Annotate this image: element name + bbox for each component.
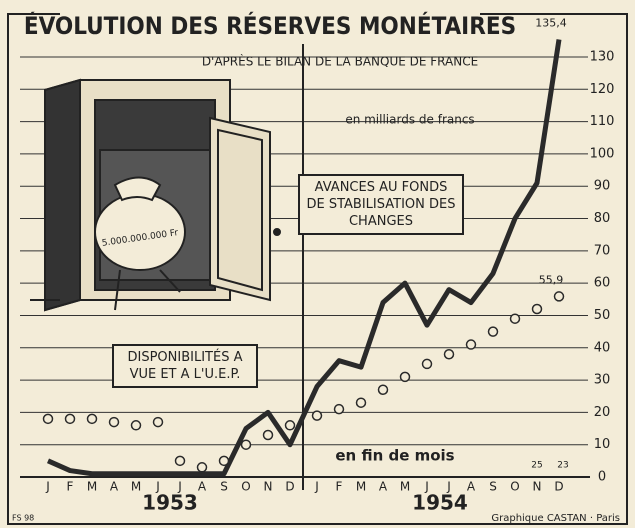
x-tick-label: A: [379, 480, 388, 494]
x-tick-label: D: [285, 480, 294, 494]
y-tick-label: 100: [590, 146, 615, 161]
series-point: [154, 418, 163, 427]
legend-entry: DISPONIBILITÉS A VUE ET A L'U.E.P.: [112, 344, 258, 388]
x-tick-label: J: [446, 480, 451, 494]
annotation: 23: [557, 461, 568, 471]
annotation: 25: [531, 461, 542, 471]
y-tick-label: 110: [590, 114, 615, 129]
x-tick-label: O: [241, 480, 250, 494]
series-point: [313, 411, 322, 420]
series-point: [44, 414, 53, 423]
y-tick-label: 130: [590, 50, 615, 65]
series-point: [66, 414, 75, 423]
value-label: 55,9: [539, 273, 564, 286]
footer-right: Graphique CASTAN · Paris: [491, 513, 620, 524]
y-tick-label: 80: [594, 211, 611, 226]
y-tick-label: 90: [594, 179, 611, 194]
x-tick-label: M: [87, 480, 97, 494]
chart: 5.000.000.000 Fr ÉVOLUTION DES RÉSERVES …: [0, 0, 635, 528]
x-tick-label: J: [424, 480, 429, 494]
x-tick-label: A: [467, 480, 476, 494]
series-point: [357, 398, 366, 407]
series-point: [467, 340, 476, 349]
value-label: 135,4: [535, 17, 567, 30]
page: 5.000.000.000 Fr ÉVOLUTION DES RÉSERVES …: [0, 0, 635, 528]
x-tick-label: M: [131, 480, 141, 494]
x-tick-label: N: [264, 480, 273, 494]
series-point: [198, 463, 207, 472]
y-tick-label: 10: [594, 437, 611, 452]
x-tick-label: A: [110, 480, 119, 494]
y-tick-label: 0: [598, 470, 606, 485]
series-point: [286, 421, 295, 430]
x-tick-label: F: [67, 480, 74, 494]
series-point: [401, 372, 410, 381]
y-tick-label: 20: [594, 405, 611, 420]
series-point: [110, 418, 119, 427]
chart-title: ÉVOLUTION DES RÉSERVES MONÉTAIRES: [24, 11, 516, 40]
series-point: [489, 327, 498, 336]
legend-entry: AVANCES AU FONDS DE STABILISATION DES CH…: [298, 174, 464, 235]
x-tick-label: J: [45, 480, 50, 494]
y-tick-label: 40: [594, 340, 611, 355]
series-point: [445, 350, 454, 359]
series-point: [264, 431, 273, 440]
series-point: [242, 440, 251, 449]
x-tick-label: M: [356, 480, 366, 494]
y-tick-label: 50: [594, 308, 611, 323]
x-tick-label: S: [489, 480, 497, 494]
y-axis-label: en milliards de francs: [345, 113, 474, 127]
x-tick-label: J: [155, 480, 160, 494]
series-point: [335, 405, 344, 414]
series-point: [176, 456, 185, 465]
series-point: [379, 385, 388, 394]
y-tick-label: 30: [594, 373, 611, 388]
year-label: 1953: [142, 491, 198, 515]
x-note: en fin de mois: [335, 447, 454, 465]
x-tick-label: S: [220, 480, 228, 494]
series-point: [132, 421, 141, 430]
safe-illustration: [30, 80, 280, 310]
y-tick-label: 60: [594, 276, 611, 291]
series-point: [220, 456, 229, 465]
x-tick-label: O: [510, 480, 519, 494]
x-tick-label: M: [400, 480, 410, 494]
x-tick-label: N: [533, 480, 542, 494]
footer-left: FS 98: [12, 514, 34, 523]
series-point: [511, 314, 520, 323]
x-tick-label: J: [314, 480, 319, 494]
y-tick-label: 70: [594, 243, 611, 258]
x-tick-label: D: [554, 480, 563, 494]
x-tick-label: A: [198, 480, 207, 494]
x-tick-label: F: [336, 480, 343, 494]
year-label: 1954: [412, 491, 468, 515]
x-tick-label: J: [177, 480, 182, 494]
series-point: [533, 305, 542, 314]
series-point: [555, 292, 564, 301]
y-tick-label: 120: [590, 82, 615, 97]
series-point: [423, 359, 432, 368]
chart-subtitle: D'APRÈS LE BILAN DE LA BANQUE DE FRANCE: [202, 54, 478, 69]
series-point: [88, 414, 97, 423]
